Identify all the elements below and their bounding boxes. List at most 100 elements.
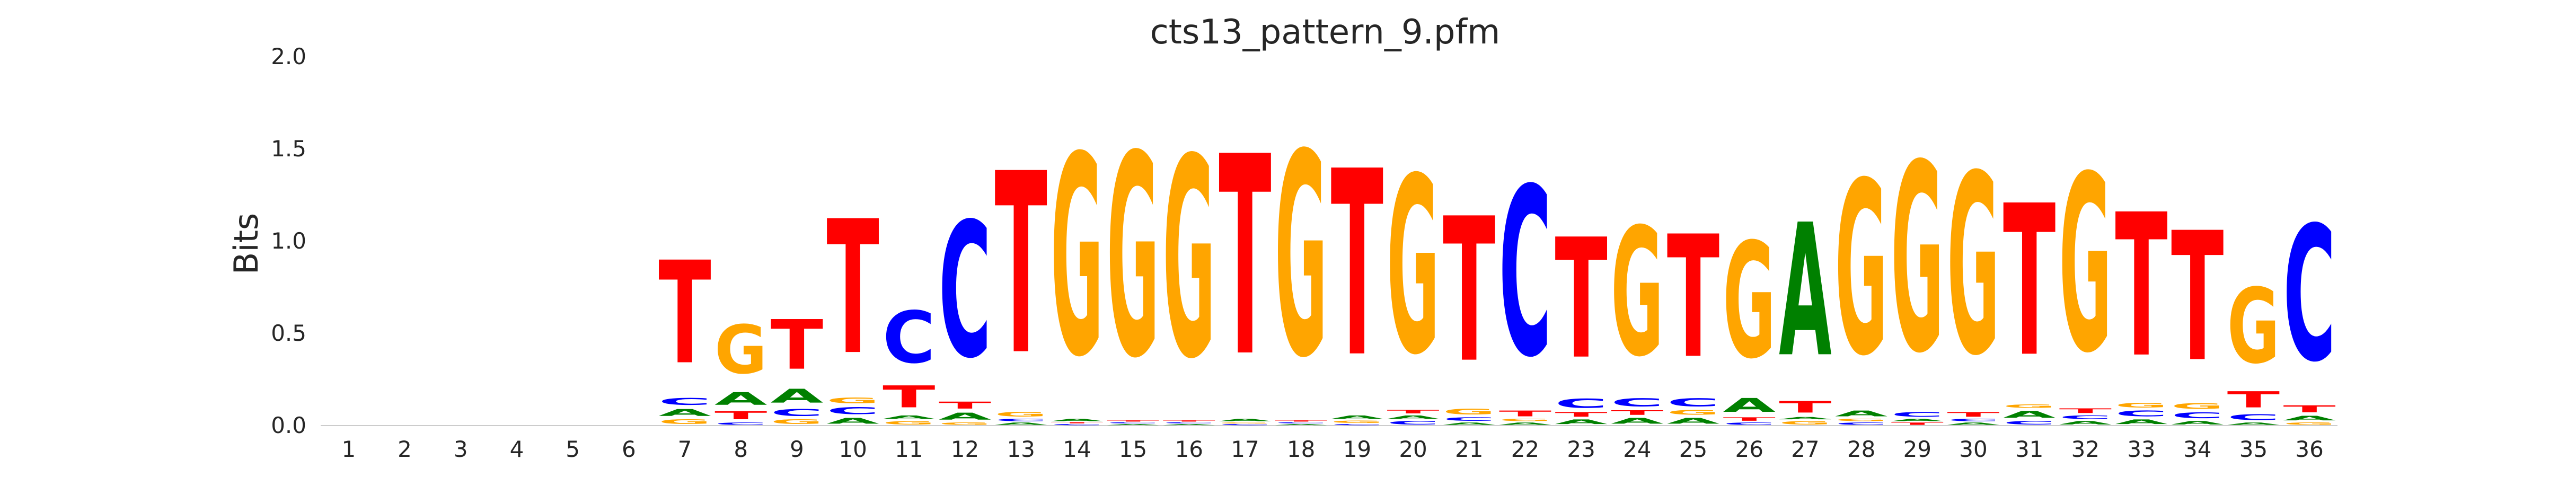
- logo-letter-a: A: [658, 407, 711, 418]
- logo-letter-t: T: [1499, 409, 1552, 418]
- y-tick-label: 0.5: [271, 320, 306, 346]
- logo-letter-a: A: [1499, 422, 1551, 426]
- logo-letter-g: G: [1443, 407, 1495, 416]
- logo-letter-a: A: [1163, 424, 1215, 426]
- logo-letter-g: G: [2227, 268, 2280, 387]
- logo-letter-t: T: [2003, 161, 2056, 403]
- x-tick-label: 23: [1567, 436, 1595, 462]
- logo-letter-t: T: [1611, 409, 1663, 417]
- logo-letter-t: T: [1555, 411, 1607, 418]
- logo-letter-a: A: [1835, 409, 1888, 418]
- logo-letter-a: A: [1443, 422, 1495, 426]
- logo-letter-g: G: [1779, 420, 1831, 426]
- logo-letter-a: A: [1611, 417, 1664, 426]
- logo-letter-t: T: [1163, 420, 1215, 422]
- logo-letter-g: G: [826, 396, 879, 405]
- logo-letter-g: G: [1723, 209, 1776, 394]
- logo-letter-g: G: [995, 411, 1047, 418]
- x-tick-label: 25: [1679, 436, 1707, 462]
- logo-letter-a: A: [1275, 424, 1327, 426]
- x-tick-label: 36: [2295, 436, 2323, 462]
- logo-letter-a: A: [2171, 420, 2224, 426]
- x-tick-label: 11: [895, 436, 923, 462]
- logo-letter-a: A: [883, 414, 935, 420]
- logo-letter-t: T: [2227, 387, 2280, 412]
- x-tick-label: 13: [1007, 436, 1035, 462]
- logo-letter-g: G: [939, 422, 991, 426]
- logo-letter-a: A: [995, 422, 1047, 426]
- logo-letter-c: C: [1891, 411, 1944, 418]
- logo-letter-c: C: [2115, 409, 2167, 418]
- logo-letter-t: T: [1779, 398, 1832, 417]
- logo-letter-a: A: [1723, 394, 1776, 416]
- x-tick-label: 7: [678, 436, 692, 462]
- x-tick-label: 33: [2127, 436, 2155, 462]
- logo-letter-t: T: [1723, 417, 1776, 422]
- x-tick-label: 2: [398, 436, 412, 462]
- logo-letter-t: T: [1219, 99, 1272, 418]
- logo-letter-t: T: [2059, 407, 2112, 414]
- logo-letter-c: C: [1555, 396, 1607, 411]
- x-tick-label: 26: [1735, 436, 1763, 462]
- y-axis-ticks: 0.0 0.5 1.0 1.5 2.0: [271, 43, 306, 438]
- logo-letter-g: G: [883, 420, 935, 426]
- logo-letter-c: C: [2003, 420, 2055, 426]
- x-tick-label: 14: [1063, 436, 1091, 462]
- logo-letter-t: T: [883, 379, 935, 414]
- x-tick-label: 28: [1847, 436, 1875, 462]
- chart-title: cts13_pattern_9.pfm: [1150, 13, 1501, 52]
- logo-letter-t: T: [771, 306, 823, 385]
- logo-letter-t: T: [826, 181, 879, 395]
- x-tick-label: 4: [510, 436, 524, 462]
- logo-letter-c: C: [1611, 396, 1663, 409]
- logo-letter-g: G: [714, 312, 767, 389]
- x-tick-label: 9: [790, 436, 804, 462]
- logo-letter-g: G: [1667, 409, 1719, 417]
- logo-letter-c: C: [2227, 413, 2280, 422]
- x-tick-label: 27: [1791, 436, 1819, 462]
- logo-letter-a: A: [771, 385, 823, 407]
- x-tick-label: 16: [1175, 436, 1203, 462]
- logo-letter-t: T: [2115, 173, 2168, 401]
- x-tick-label: 32: [2071, 436, 2099, 462]
- logo-letter-a: A: [1667, 417, 1720, 426]
- x-tick-label: 17: [1231, 436, 1259, 462]
- logo-letter-a: A: [714, 389, 767, 409]
- logo-letter-g: G: [1275, 95, 1327, 419]
- logo-letter-t: T: [714, 409, 767, 422]
- logo-letter-g: G: [1107, 98, 1159, 420]
- x-tick-label: 5: [566, 436, 580, 462]
- logo-letter-a: A: [1891, 418, 1944, 422]
- logo-letter-g: G: [2115, 402, 2167, 409]
- logo-letter-a: A: [826, 417, 879, 426]
- logo-letter-g: G: [1499, 418, 1551, 422]
- logo-letter-g: G: [1835, 418, 1887, 422]
- logo-letter-c: C: [1443, 417, 1495, 422]
- logo-letter-t: T: [995, 121, 1048, 410]
- logo-letter-a: A: [1107, 424, 1159, 426]
- logo-letter-g: G: [1611, 191, 1663, 396]
- x-tick-label: 20: [1399, 436, 1427, 462]
- logo-letter-g: G: [1051, 99, 1103, 418]
- logo-letter-t: T: [1555, 205, 1607, 396]
- logo-letter-g: G: [1331, 420, 1383, 424]
- logo-letter-a: A: [1779, 417, 1831, 420]
- logo-letter-g: G: [2283, 422, 2335, 426]
- logo-stacks: GACTCTAGGCATACGTGATCGATCACGTCTAGACTGACTG…: [658, 95, 2336, 426]
- logo-letter-a: A: [2227, 422, 2280, 426]
- logo-letter-c: C: [1947, 418, 1999, 422]
- logo-letter-c: C: [1275, 422, 1327, 423]
